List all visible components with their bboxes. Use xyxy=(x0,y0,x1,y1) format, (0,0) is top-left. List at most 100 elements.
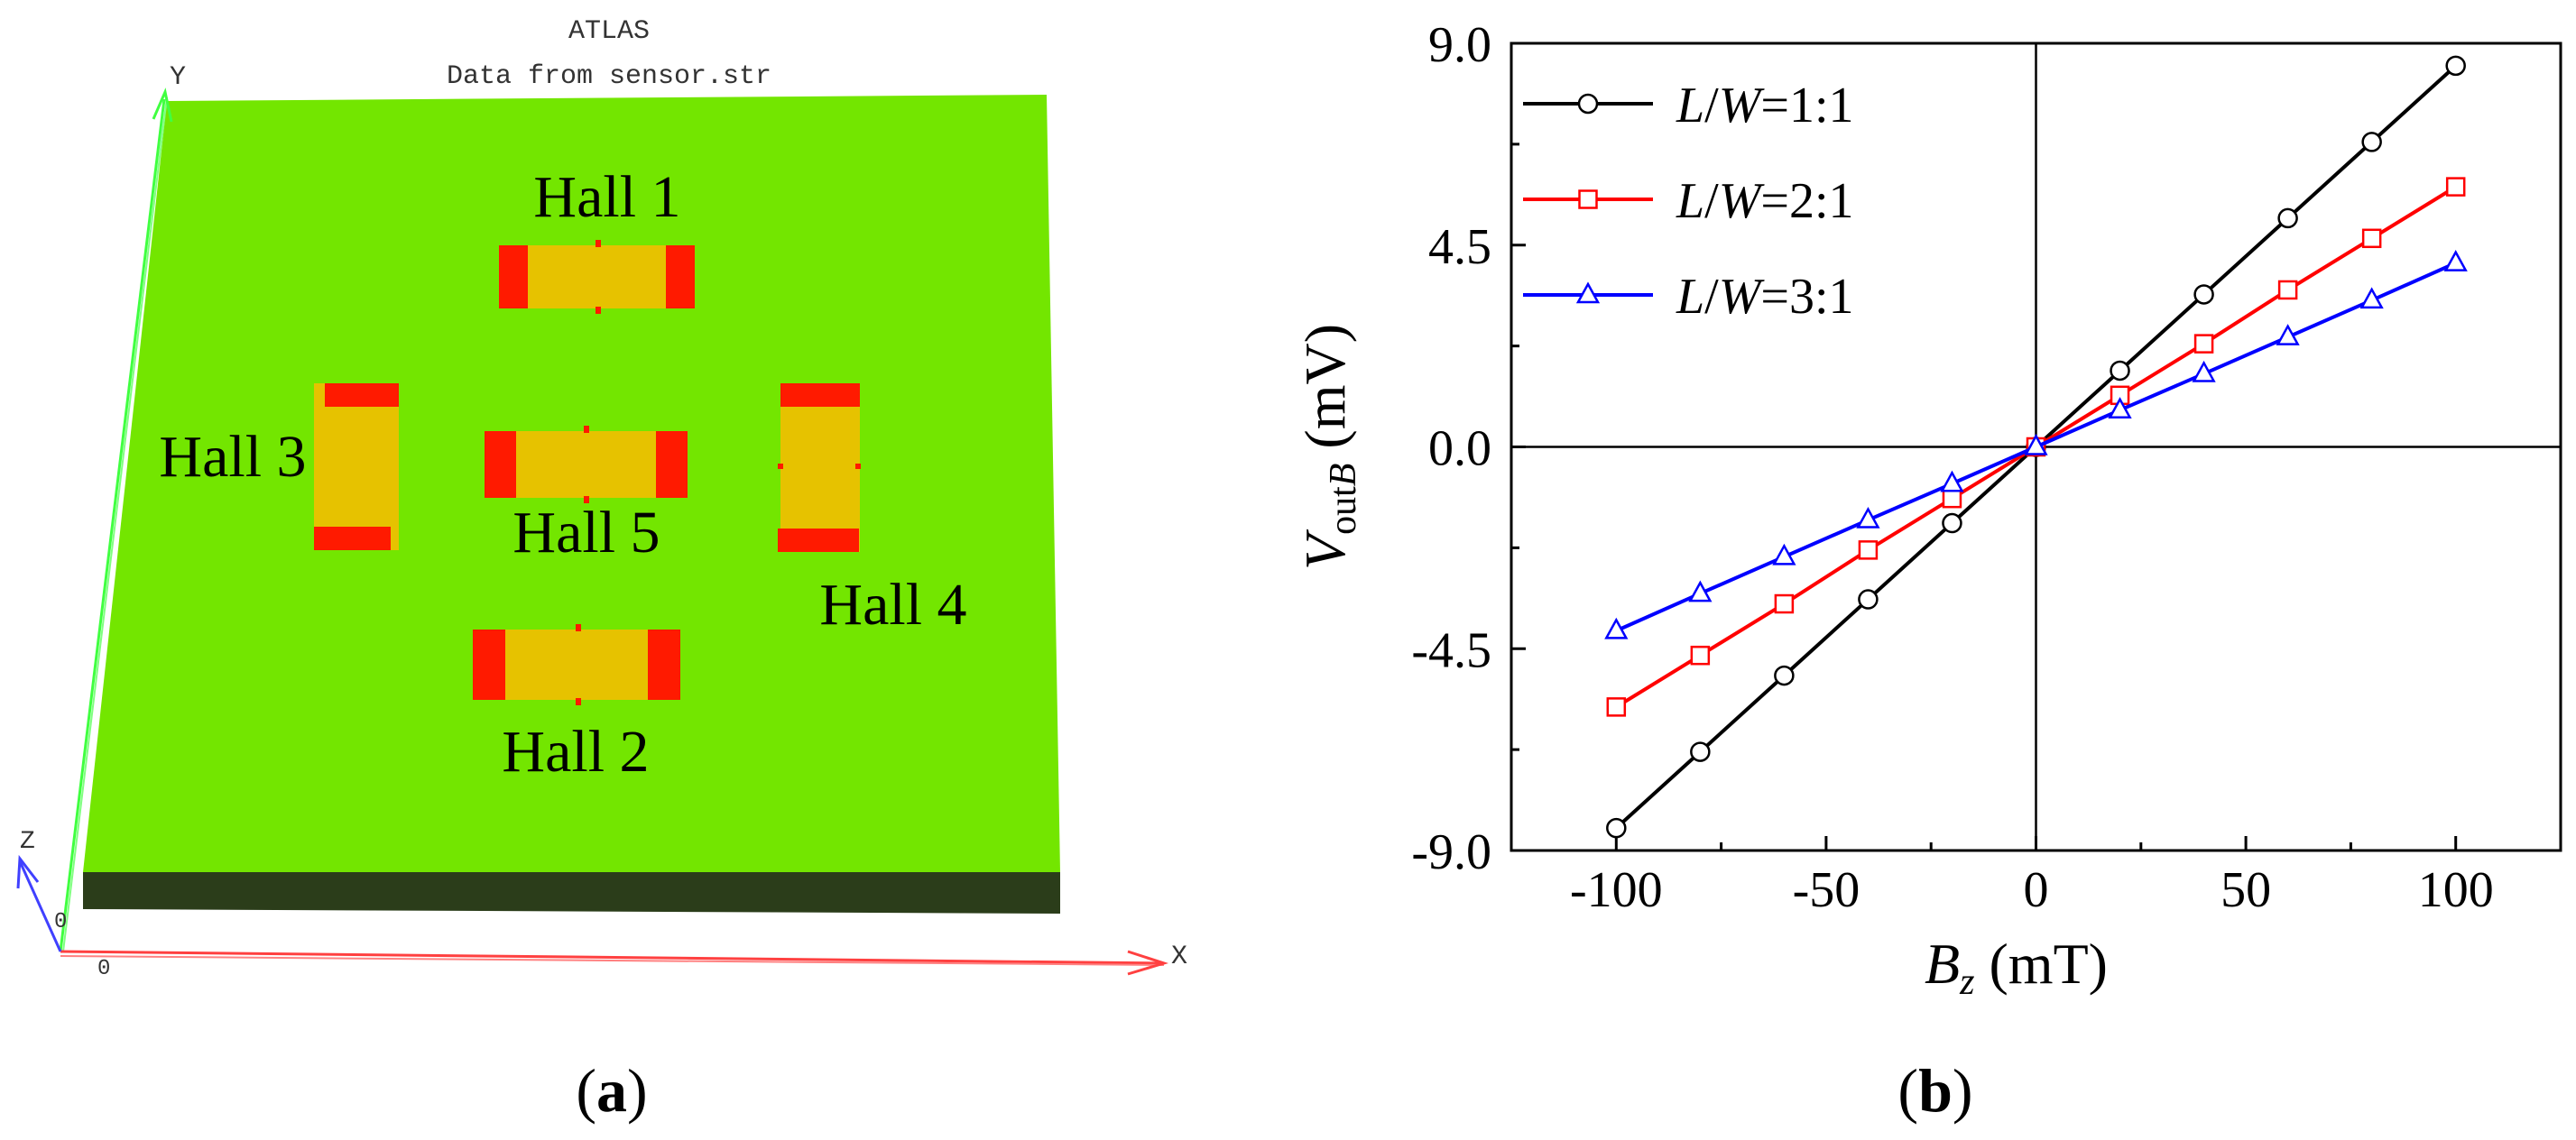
y-axis-line xyxy=(59,98,166,952)
x-axis-title: Bz (mT) xyxy=(1925,932,2108,1003)
z-origin-label: 0 xyxy=(54,910,67,934)
panel-a-title: ATLAS xyxy=(568,16,650,47)
hall-2-tap-bottom xyxy=(576,698,581,705)
series-1-point xyxy=(2445,55,2466,77)
x-axis-arrow xyxy=(1127,950,1169,976)
hall-2-label: Hall 2 xyxy=(502,719,649,785)
legend-label: L/W=1:1 xyxy=(1676,78,1854,133)
hall-1-tap-bottom xyxy=(596,307,601,314)
series-3-point xyxy=(1772,543,1796,565)
hall-2-contact-left xyxy=(473,630,505,700)
x-tick-label: -100 xyxy=(1570,862,1663,918)
panel-a-simulation-view: ATLAS Data from sensor.str Y X Z 0 0 Hal… xyxy=(16,16,1187,1125)
hall-device-2 xyxy=(473,624,680,705)
series-3-point xyxy=(2443,250,2468,271)
x-tick-label: 50 xyxy=(2221,862,2271,918)
series-2-point xyxy=(2193,334,2214,354)
panel-b-chart: -100 -50 0 50 100-9.0-4.50.04.59.0 L/W=1:1L/… xyxy=(1293,17,2562,1125)
substrate-side xyxy=(83,872,1060,914)
legend-entry-1: L/W=1:1 xyxy=(1523,78,1854,133)
hall-4-body xyxy=(780,383,860,552)
x-axis-line xyxy=(60,950,1165,965)
hall-1-contact-left xyxy=(499,245,528,308)
series-3-point xyxy=(2192,360,2216,382)
panel-a-caption: (a) xyxy=(576,1056,647,1125)
series-1-point xyxy=(2193,284,2214,305)
hall-1-label: Hall 1 xyxy=(533,164,680,230)
y-axis-title: VoutB (mV) xyxy=(1293,324,1364,570)
legend-label: L/W=3:1 xyxy=(1676,269,1854,325)
hall-5-contact-left xyxy=(485,431,516,498)
series-layer xyxy=(1604,55,2468,839)
series-1-point xyxy=(1774,665,1795,686)
hall-4-tap-left xyxy=(778,464,783,469)
panel-b-caption-letter: b xyxy=(1918,1056,1953,1125)
series-1-point xyxy=(1858,589,1879,610)
legend-marker xyxy=(1575,281,1601,304)
z-axis-line xyxy=(18,860,62,952)
hall-device-1 xyxy=(499,240,695,314)
x-axis-title-unit: (mT) xyxy=(1974,932,2108,996)
series-2-point xyxy=(1690,645,1711,666)
y-axis-title-sub-italic: B xyxy=(1323,464,1364,487)
series-3-point xyxy=(1856,506,1880,529)
hall-2-contact-right xyxy=(648,630,680,700)
hall-1-body xyxy=(499,245,695,308)
series-2-point xyxy=(2361,228,2382,249)
y-tick-label: 9.0 xyxy=(1428,17,1491,73)
hall-5-label: Hall 5 xyxy=(512,500,660,565)
series-1-point xyxy=(1606,817,1627,839)
series-1-point xyxy=(1942,512,1962,534)
legend-entry-3: L/W=3:1 xyxy=(1523,269,1854,325)
y-tick-label: -9.0 xyxy=(1411,824,1491,880)
x-axis-title-main: B xyxy=(1925,932,1960,996)
x-tick-label: 0 xyxy=(2024,862,2049,918)
hall-4-contact-bottom xyxy=(778,529,859,552)
series-3-point xyxy=(1688,580,1713,602)
x-axis-title-sub: z xyxy=(1959,961,1974,1003)
hall-device-5 xyxy=(485,426,688,503)
series-3 xyxy=(1604,250,2468,639)
hall-1-tap-top xyxy=(596,240,601,247)
x-origin-label: 0 xyxy=(97,957,110,981)
series-1-point xyxy=(2277,207,2298,229)
series-1-point xyxy=(2361,132,2382,152)
y-axis-arrow xyxy=(152,87,173,123)
y-axis-title-sub: out xyxy=(1323,486,1364,535)
y-axis-label: Y xyxy=(170,62,186,93)
y-tick-label: 0.0 xyxy=(1428,421,1491,477)
axis-ticks: -100 -50 0 50 100 -9.0 -4.5 0.0 4.5 9.0 xyxy=(1411,17,2493,918)
series-1-point xyxy=(1690,741,1711,762)
hall-5-contact-right xyxy=(656,431,688,498)
y-tick-label: 4.5 xyxy=(1428,219,1491,275)
hall-5-tap-bottom xyxy=(584,496,589,503)
hall-2-body xyxy=(473,630,680,700)
series-1-point xyxy=(2110,360,2130,382)
panel-a-caption-letter: a xyxy=(596,1056,627,1125)
hall-device-3 xyxy=(314,383,399,550)
x-axis-line-shadow xyxy=(60,955,1165,966)
hall-4-tap-right xyxy=(855,464,861,469)
series-3-point xyxy=(1940,470,1964,492)
x-tick-label: -50 xyxy=(1793,862,1860,918)
series-3-point xyxy=(2108,397,2132,418)
x-tick-label: 100 xyxy=(2418,862,2494,918)
hall-3-body-fill xyxy=(320,383,399,550)
series-2-point xyxy=(2445,177,2466,197)
x-axis-label: X xyxy=(1171,942,1187,972)
hall-3-contact-bottom-overlay xyxy=(314,527,391,550)
series-2-point xyxy=(1606,697,1627,717)
hall-5-body xyxy=(485,431,688,498)
legend: L/W=1:1 L/W=2:1 L/W=3:1 xyxy=(1523,78,1854,325)
legend-entry-2: L/W=2:1 xyxy=(1523,173,1854,229)
legend-marker xyxy=(1577,93,1599,115)
y-axis-title-main: V xyxy=(1293,529,1357,570)
legend-marker xyxy=(1578,189,1598,209)
hall-3-contact-top-overlay xyxy=(325,383,399,407)
hall-3-label: Hall 3 xyxy=(159,424,306,490)
hall-1-contact-right xyxy=(666,245,695,308)
z-axis-arrow xyxy=(16,854,40,889)
series-3-point xyxy=(2276,324,2300,345)
y-axis-title-unit: (mV) xyxy=(1293,324,1357,464)
series-3-point xyxy=(1604,617,1629,639)
